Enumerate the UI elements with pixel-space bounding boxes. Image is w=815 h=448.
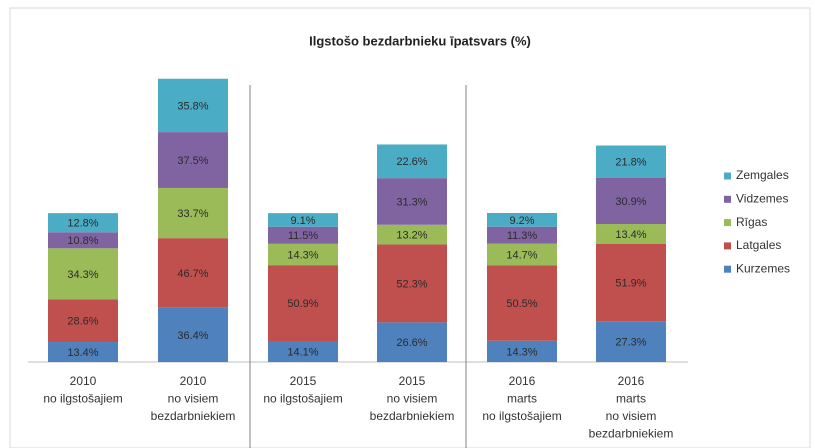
- value-label: 14.7%: [506, 249, 537, 261]
- value-label: 14.1%: [287, 346, 318, 358]
- bar-segment: [487, 226, 557, 244]
- value-label: 10.8%: [67, 235, 98, 247]
- bar-segment: [158, 307, 228, 362]
- bar-segment: [48, 248, 118, 300]
- bar-segment: [158, 187, 228, 239]
- bar-segment: [268, 265, 338, 341]
- x-tick-label: 2016: [509, 374, 536, 388]
- value-label: 51.9%: [615, 278, 646, 290]
- bar-segment: [158, 132, 228, 188]
- value-label: 35.8%: [177, 100, 208, 112]
- bar-segment: [596, 177, 666, 225]
- x-tick-label: marts: [616, 392, 646, 406]
- bar-segment: [377, 224, 447, 245]
- value-label: 12.8%: [67, 218, 98, 230]
- value-label: 34.3%: [67, 269, 98, 281]
- bar-segment: [596, 224, 666, 244]
- x-tick-label: bezdarbniekiem: [151, 409, 236, 423]
- bar-segment: [268, 243, 338, 266]
- value-label: 14.3%: [506, 346, 537, 358]
- value-label: 13.4%: [67, 347, 98, 359]
- bar-segment: [377, 244, 447, 323]
- x-tick-label: 2016: [618, 374, 645, 388]
- value-label: 50.5%: [506, 298, 537, 310]
- value-label: 9.2%: [509, 215, 534, 227]
- bar-segment: [268, 226, 338, 244]
- value-label: 13.4%: [615, 229, 646, 241]
- x-tick-label: 2015: [290, 374, 317, 388]
- bar-segment: [596, 321, 666, 362]
- x-tick-label: marts: [507, 392, 537, 406]
- value-label: 28.6%: [67, 316, 98, 328]
- value-label: 46.7%: [177, 268, 208, 280]
- x-tick-label: no visiem: [168, 392, 219, 406]
- value-label: 27.3%: [615, 337, 646, 349]
- legend-label: Latgales: [736, 238, 781, 252]
- bar-segment: [268, 340, 338, 362]
- x-tick-label: no ilgstošajiem: [482, 409, 561, 423]
- bar-segment: [158, 238, 228, 308]
- x-tick-label: 2010: [70, 374, 97, 388]
- bar-segment: [487, 340, 557, 362]
- legend-swatch: [724, 195, 731, 203]
- x-tick-label: bezdarbniekiem: [589, 427, 674, 441]
- bar-segment: [377, 322, 447, 362]
- value-label: 14.3%: [287, 249, 318, 261]
- bar-segment: [48, 299, 118, 343]
- x-tick-label: no ilgstošajiem: [43, 392, 122, 406]
- bar-segment: [596, 243, 666, 322]
- bar-segment: [48, 232, 118, 249]
- bar-segment: [158, 78, 228, 133]
- value-label: 21.8%: [615, 157, 646, 169]
- value-label: 11.3%: [507, 230, 538, 242]
- value-label: 37.5%: [177, 155, 208, 167]
- bar-segment: [487, 213, 557, 227]
- x-tick-label: no visiem: [387, 392, 438, 406]
- x-tick-label: no visiem: [606, 409, 657, 423]
- x-tick-label: 2015: [399, 374, 426, 388]
- value-label: 9.1%: [290, 215, 315, 227]
- bar-segment: [596, 145, 666, 178]
- bar-segment: [268, 213, 338, 227]
- legend-label: Kurzemes: [736, 261, 790, 275]
- value-label: 13.2%: [396, 230, 427, 242]
- bar-segment: [377, 178, 447, 225]
- chart-title: Ilgstošo bezdarbnieku īpatsvars (%): [309, 33, 531, 48]
- bar-segment: [48, 342, 118, 362]
- value-label: 52.3%: [396, 278, 427, 290]
- x-tick-label: no ilgstošajiem: [263, 392, 342, 406]
- legend-swatch: [724, 242, 731, 250]
- legend-label: Zemgales: [736, 168, 789, 182]
- legend-swatch: [724, 172, 731, 180]
- value-label: 31.3%: [396, 196, 427, 208]
- value-label: 33.7%: [177, 208, 208, 220]
- value-label: 26.6%: [396, 337, 427, 349]
- bar-segment: [377, 144, 447, 179]
- legend-label: Vidzemes: [736, 191, 788, 205]
- bar-segment: [487, 243, 557, 266]
- value-label: 50.9%: [287, 298, 318, 310]
- value-label: 22.6%: [396, 156, 427, 168]
- value-label: 30.9%: [615, 196, 646, 208]
- legend-swatch: [724, 219, 731, 227]
- x-tick-label: bezdarbniekiem: [370, 409, 455, 423]
- value-label: 11.5%: [288, 230, 319, 242]
- bar-segment: [487, 265, 557, 341]
- bar-segment: [48, 213, 118, 233]
- legend-swatch: [724, 265, 731, 273]
- x-tick-label: 2010: [180, 374, 207, 388]
- value-label: 36.4%: [177, 330, 208, 342]
- legend-label: Rīgas: [736, 215, 767, 229]
